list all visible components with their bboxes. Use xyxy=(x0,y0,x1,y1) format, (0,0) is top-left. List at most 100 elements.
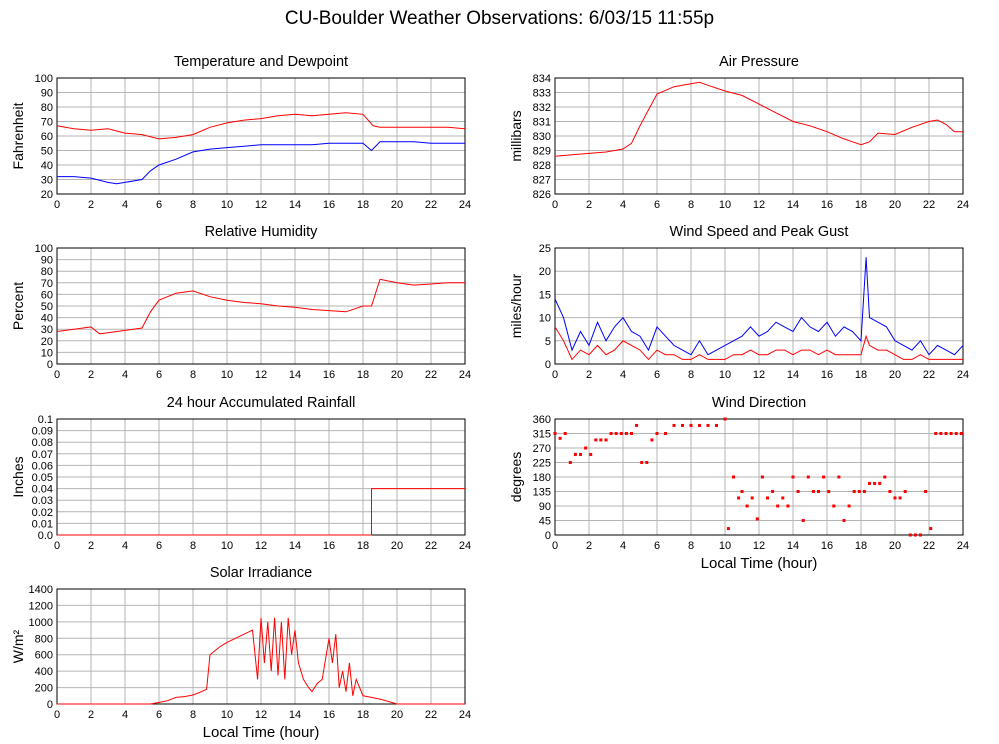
y-tick-label: 45 xyxy=(539,516,551,528)
series-line-blue xyxy=(554,257,964,356)
y-tick-label: 70 xyxy=(41,278,53,290)
y-tick-label: 30 xyxy=(41,324,53,336)
y-axis-label: Inches xyxy=(10,456,26,497)
x-tick-label: 22 xyxy=(923,369,935,381)
data-point xyxy=(732,475,735,479)
x-tick-label: 4 xyxy=(620,369,626,381)
data-point xyxy=(609,432,613,435)
x-tick-label: 22 xyxy=(425,540,437,552)
data-point xyxy=(868,481,871,485)
data-point xyxy=(801,519,805,522)
x-tick-label: 8 xyxy=(190,540,196,552)
x-tick-label: 0 xyxy=(54,199,60,211)
data-point xyxy=(811,490,815,493)
x-tick-label: 16 xyxy=(821,199,833,211)
y-tick-label: 826 xyxy=(533,189,551,201)
x-tick-label: 14 xyxy=(787,540,799,552)
data-point xyxy=(706,423,710,427)
chart-title: Wind Speed and Peak Gust xyxy=(670,224,849,240)
x-tick-label: 14 xyxy=(289,540,301,552)
x-tick-label: 6 xyxy=(654,199,660,211)
x-tick-label: 10 xyxy=(221,540,233,552)
x-tick-label: 20 xyxy=(391,199,403,211)
y-tick-label: 10 xyxy=(539,313,551,325)
x-tick-label: 8 xyxy=(688,369,694,381)
data-point xyxy=(837,475,841,479)
x-tick-label: 12 xyxy=(753,199,765,211)
data-point xyxy=(949,432,953,435)
y-tick-label: 1200 xyxy=(29,600,53,612)
plot-frame xyxy=(554,418,964,536)
data-point xyxy=(883,475,887,479)
data-point xyxy=(944,432,948,435)
x-tick-label: 6 xyxy=(156,369,162,381)
y-tick-label: 0 xyxy=(47,359,53,371)
data-point xyxy=(655,432,659,435)
x-tick-label: 4 xyxy=(122,199,128,211)
y-tick-label: 0.03 xyxy=(32,495,53,507)
x-tick-label: 18 xyxy=(357,199,369,211)
y-tick-label: 831 xyxy=(533,117,551,129)
data-point xyxy=(806,475,810,479)
data-point xyxy=(755,517,759,521)
x-tick-label: 12 xyxy=(255,199,267,211)
series-line-red xyxy=(56,278,465,335)
x-tick-label: 4 xyxy=(620,199,626,211)
y-tick-label: 400 xyxy=(35,666,53,678)
x-tick-label: 18 xyxy=(357,540,369,552)
y-axis-label: degrees xyxy=(508,452,524,503)
y-tick-label: 135 xyxy=(533,487,551,499)
data-point xyxy=(745,504,749,508)
y-axis-label: millibars xyxy=(508,110,524,161)
data-point xyxy=(737,496,741,500)
x-tick-label: 8 xyxy=(190,369,196,381)
y-tick-label: 40 xyxy=(41,313,53,325)
data-point xyxy=(924,490,928,493)
data-point xyxy=(781,496,785,500)
y-axis-label: W/m² xyxy=(10,629,26,663)
x-tick-label: 0 xyxy=(54,369,60,381)
x-tick-label: 0 xyxy=(552,369,558,381)
chart-title: Solar Irradiance xyxy=(210,565,312,581)
data-point xyxy=(878,481,882,485)
x-tick-label: 2 xyxy=(88,709,94,721)
y-tick-label: 100 xyxy=(35,73,53,85)
data-point xyxy=(959,432,963,435)
x-axis-label: Local Time (hour) xyxy=(203,724,320,741)
y-tick-label: 0.01 xyxy=(32,518,53,530)
y-tick-label: 20 xyxy=(539,266,551,278)
chart-title: Wind Direction xyxy=(712,395,806,411)
x-tick-label: 14 xyxy=(289,199,301,211)
y-tick-label: 100 xyxy=(35,243,53,255)
x-tick-label: 8 xyxy=(688,199,694,211)
x-tick-label: 2 xyxy=(586,199,592,211)
data-point xyxy=(635,423,639,427)
plot-frame xyxy=(56,77,466,195)
x-tick-label: 24 xyxy=(459,199,471,211)
x-tick-label: 12 xyxy=(753,540,765,552)
data-point xyxy=(888,490,892,493)
data-point xyxy=(939,432,943,435)
y-tick-label: 827 xyxy=(533,175,551,187)
data-point xyxy=(650,438,654,442)
x-tick-label: 6 xyxy=(654,369,660,381)
data-point xyxy=(796,490,800,493)
x-tick-label: 16 xyxy=(821,540,833,552)
y-tick-label: 30 xyxy=(41,175,53,187)
x-tick-label: 20 xyxy=(391,540,403,552)
data-point xyxy=(698,423,701,427)
y-tick-label: 50 xyxy=(41,146,53,158)
plot-frame xyxy=(56,588,466,705)
data-point xyxy=(873,481,877,485)
data-point xyxy=(568,461,572,464)
x-tick-label: 16 xyxy=(323,199,335,211)
x-tick-label: 22 xyxy=(923,199,935,211)
x-tick-label: 12 xyxy=(255,540,267,552)
y-tick-label: 800 xyxy=(35,633,53,645)
y-tick-label: 60 xyxy=(41,131,53,143)
y-tick-label: 0.02 xyxy=(32,507,53,519)
